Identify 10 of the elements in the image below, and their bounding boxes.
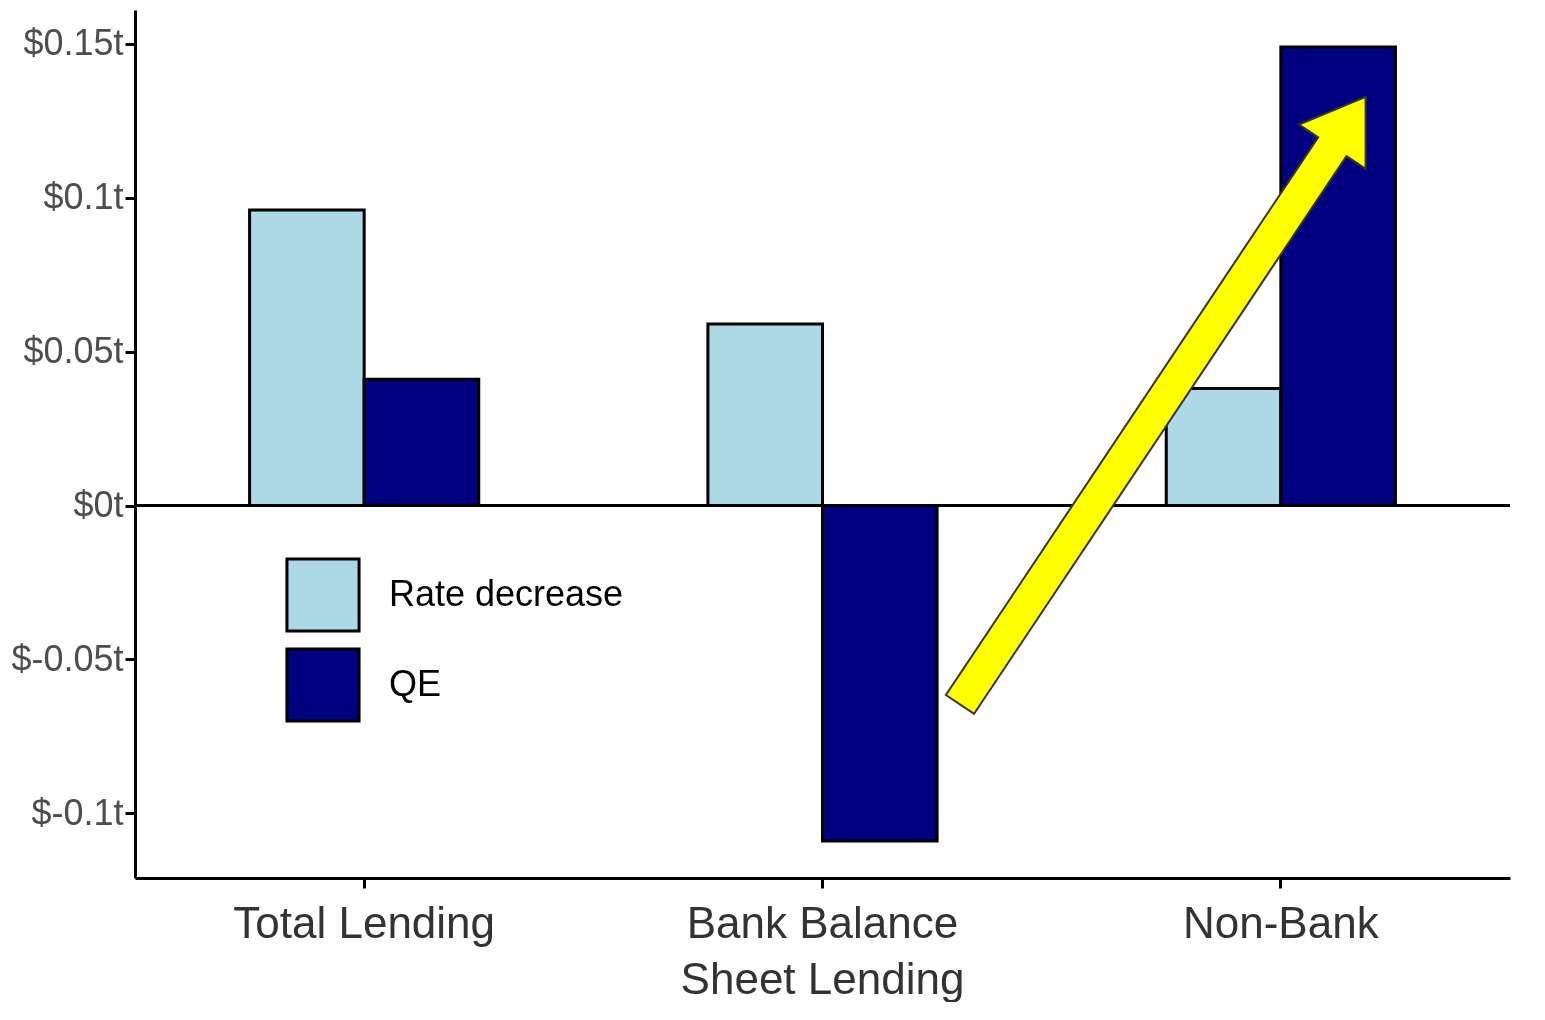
y-tick-label: $0t (73, 484, 124, 526)
x-tick-label: Non-Bank (1183, 897, 1380, 947)
y-tick-label: $-0.05t (11, 637, 124, 679)
y-tick-label: $-0.1t (31, 791, 124, 833)
y-tick-label: $0.1t (43, 176, 124, 218)
legend-label: Rate decrease (389, 573, 624, 614)
legend-label: QE (389, 663, 442, 704)
x-tick-label: Total Lending (233, 897, 496, 947)
y-tick-label: $0.05t (23, 330, 124, 372)
y-tick-label: $0.15t (23, 22, 124, 64)
